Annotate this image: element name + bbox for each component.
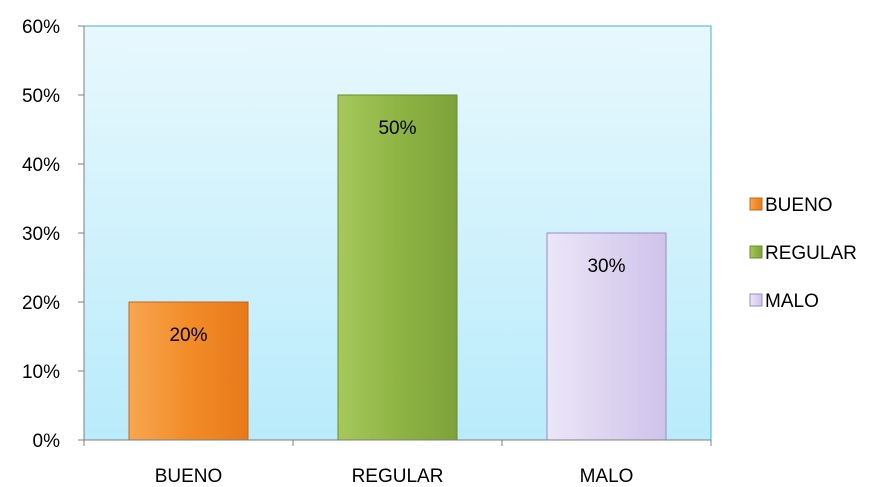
bars: 20% 50% 30% <box>128 94 667 441</box>
legend-swatch-malo <box>749 293 763 307</box>
bar-bueno <box>128 301 249 441</box>
x-tick-label-regular: REGULAR <box>352 466 444 487</box>
y-tick-label: 60% <box>22 17 60 38</box>
y-tick-label: 30% <box>22 224 60 245</box>
data-label-regular: 50% <box>378 118 416 139</box>
y-axis: 0% 10% 20% 30% 40% 50% 60% <box>22 17 85 452</box>
y-tick-label: 20% <box>22 293 60 314</box>
x-axis: BUENO REGULAR MALO <box>83 439 712 487</box>
bar-malo <box>546 232 667 441</box>
legend-swatch-bueno <box>749 197 763 211</box>
x-tick-label-malo: MALO <box>580 466 634 487</box>
legend-label-bueno: BUENO <box>765 195 833 216</box>
y-tick-label: 0% <box>33 431 61 452</box>
data-label-malo: 30% <box>587 256 625 277</box>
bar-regular <box>337 94 458 441</box>
legend-label-regular: REGULAR <box>765 243 857 264</box>
y-tick-label: 40% <box>22 155 60 176</box>
x-tick-label-bueno: BUENO <box>155 466 223 487</box>
legend: BUENO REGULAR MALO <box>749 195 857 312</box>
data-label-bueno: 20% <box>169 325 207 346</box>
legend-label-malo: MALO <box>765 291 819 312</box>
legend-swatch-regular <box>749 245 763 259</box>
y-tick-label: 50% <box>22 86 60 107</box>
y-tick-label: 10% <box>22 362 60 383</box>
